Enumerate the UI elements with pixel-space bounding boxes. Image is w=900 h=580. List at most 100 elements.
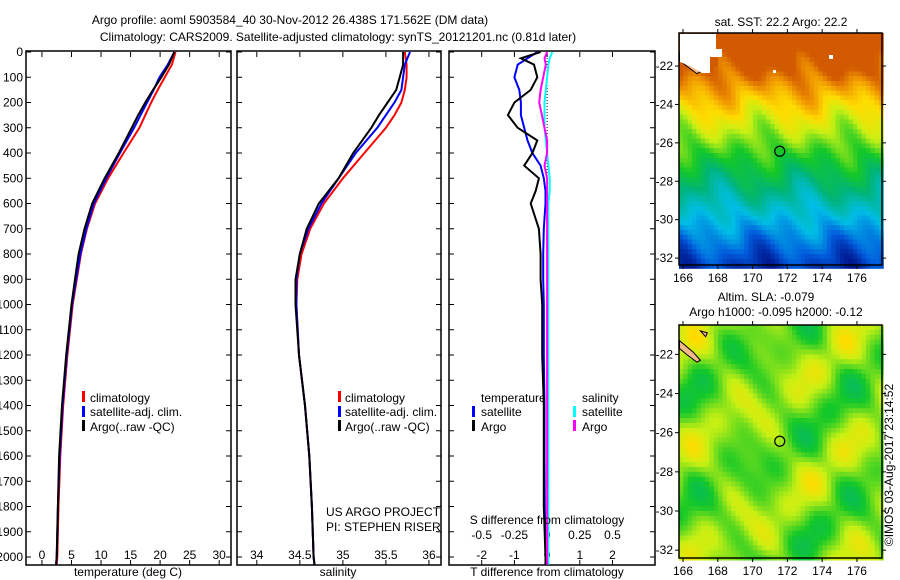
map-cell <box>866 349 871 355</box>
map-cell <box>779 33 784 39</box>
map-cell <box>687 205 693 212</box>
map-cell <box>796 388 802 394</box>
map-cell <box>713 129 719 135</box>
map-cell <box>848 109 854 116</box>
map-cell <box>792 452 797 458</box>
map-cell <box>800 388 806 394</box>
map-cell <box>705 133 710 140</box>
map-cell <box>831 196 836 202</box>
map-cell <box>748 37 754 44</box>
map-cell <box>726 540 732 546</box>
map-cell <box>761 325 767 331</box>
map-cell <box>839 452 845 458</box>
map-cell <box>774 201 780 207</box>
map-cell <box>787 369 793 375</box>
map-cell <box>739 506 745 512</box>
map-cell <box>774 520 780 527</box>
map-cell <box>826 143 832 149</box>
map-cell <box>683 447 689 453</box>
map-cell <box>766 76 771 82</box>
map-cell <box>870 253 876 260</box>
map-cell <box>770 33 776 39</box>
map-cell <box>787 114 793 120</box>
map-cell <box>835 234 841 240</box>
map-cell <box>713 100 719 106</box>
map-cell <box>822 511 828 517</box>
map-cell <box>757 239 763 245</box>
map-cell <box>853 210 858 216</box>
map-cell <box>731 408 736 414</box>
map-cell <box>757 225 763 231</box>
map-cell <box>783 491 789 497</box>
map-cell <box>866 378 871 385</box>
map-cell <box>870 422 876 429</box>
map-cell <box>835 201 841 207</box>
map-cell <box>687 109 693 116</box>
map-cell <box>722 447 728 453</box>
map-cell <box>766 393 771 399</box>
map-cell <box>822 133 828 140</box>
map-cell <box>787 447 793 453</box>
map-cell <box>748 378 754 385</box>
map-cell <box>874 109 880 116</box>
map-cell <box>766 105 771 111</box>
map-cell <box>770 167 776 173</box>
map-cell <box>718 388 723 394</box>
map-cell <box>700 476 706 483</box>
map-cell <box>679 114 684 120</box>
map-cell <box>735 427 741 434</box>
map-cell <box>705 205 710 212</box>
map-cell <box>766 476 771 483</box>
map-cell <box>700 196 706 202</box>
x-tick-label: -1 <box>509 548 520 562</box>
map-cell <box>744 344 749 350</box>
map-cell <box>696 393 702 399</box>
map-cell <box>792 359 797 365</box>
map-cell <box>787 220 793 226</box>
map-cell <box>839 205 845 212</box>
map-cell <box>844 234 850 240</box>
map-cell <box>809 66 815 72</box>
map-cell <box>853 61 858 68</box>
map-cell <box>800 535 806 541</box>
map-cell <box>770 105 776 111</box>
map-cell <box>718 148 723 154</box>
map-cell <box>779 167 784 173</box>
map-cell <box>861 133 867 140</box>
map-cell <box>787 57 793 63</box>
map-cell <box>713 76 719 82</box>
map-cell <box>813 210 819 216</box>
map-cell <box>683 229 689 236</box>
map-cell <box>870 42 876 48</box>
map-cell <box>839 33 845 39</box>
map-cell <box>679 467 684 473</box>
map-cell <box>826 437 832 443</box>
map-cell <box>757 545 763 551</box>
map-cell <box>761 201 767 207</box>
map-cell <box>752 129 758 135</box>
legend-title-salinity: salinity <box>582 391 619 405</box>
map-cell <box>757 90 763 96</box>
map-cell <box>800 334 806 341</box>
map-cell <box>687 378 693 385</box>
map-cell <box>818 344 823 350</box>
map-cell <box>687 229 693 236</box>
map-cell <box>853 447 858 453</box>
map-cell <box>744 210 749 216</box>
map-cell <box>779 540 784 546</box>
map-cell <box>683 85 689 92</box>
map-cell <box>748 153 754 159</box>
map-cell <box>748 339 754 346</box>
map-cell <box>809 263 815 269</box>
map-cell <box>800 481 806 487</box>
map-cell <box>826 42 832 48</box>
map-cell <box>848 476 854 483</box>
lat-tick-label: -30 <box>656 504 674 518</box>
map-cell <box>713 349 719 355</box>
sst-map: 166 168 170 172 174 176-22-24-26-28-30-32 <box>656 29 886 285</box>
map-cell <box>787 471 793 478</box>
map-cell <box>709 239 715 245</box>
map-cell <box>848 491 854 497</box>
map-cell <box>696 100 702 106</box>
map-cell <box>853 239 858 245</box>
